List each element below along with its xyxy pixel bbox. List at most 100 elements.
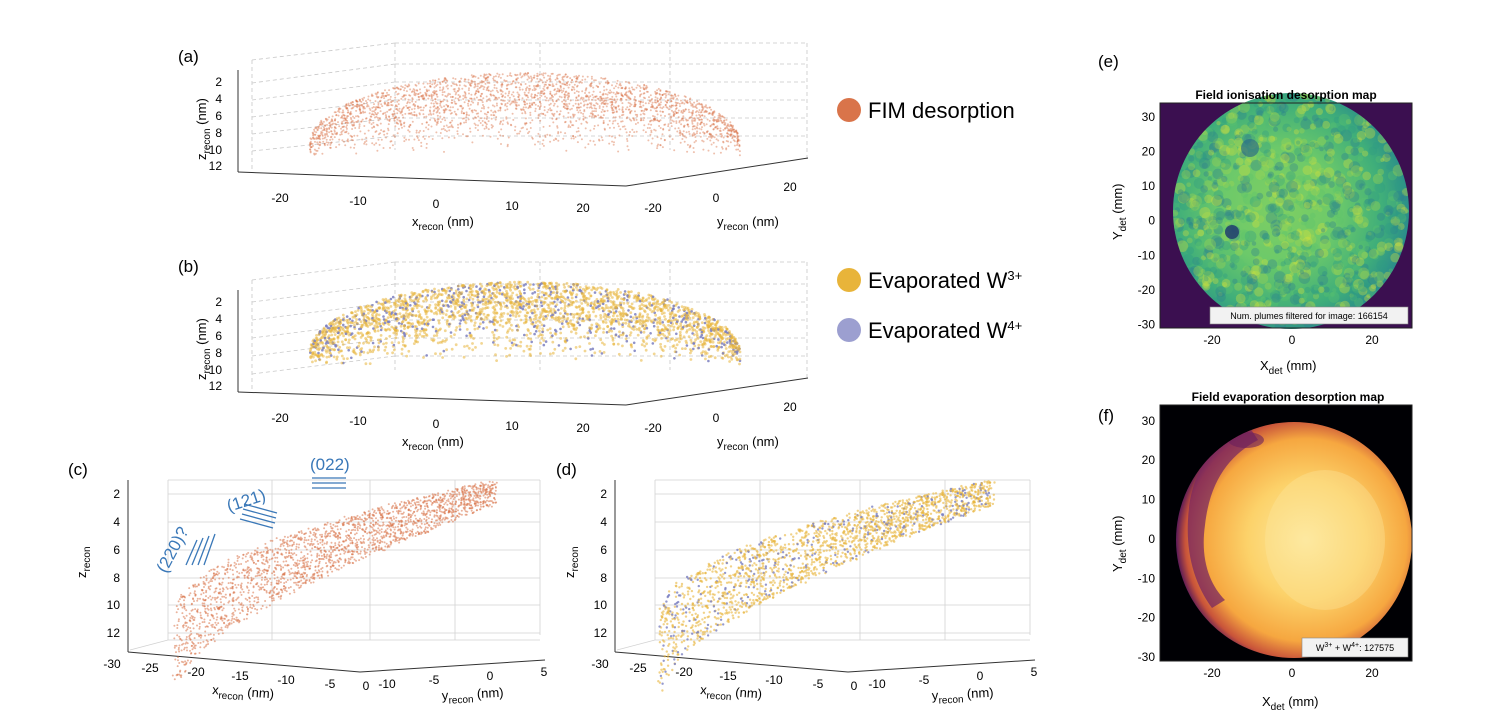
w3-point: [528, 305, 531, 309]
fim-point: [549, 80, 552, 83]
fim-point: [491, 125, 494, 128]
fim-point: [329, 146, 332, 149]
fim-point: [353, 105, 356, 108]
fim-point: [332, 122, 335, 125]
w3-point: [615, 314, 619, 318]
w3-point: [445, 299, 449, 302]
w3-point: [525, 344, 529, 348]
w3-point: [675, 338, 679, 341]
fim-point: [598, 82, 601, 85]
fim-point: [659, 90, 662, 92]
fim-point: [359, 110, 362, 112]
fim-point: [733, 130, 736, 133]
fim-point: [429, 82, 431, 85]
w4-point: [587, 337, 590, 340]
fim-point: [627, 90, 630, 93]
w3-point: [552, 287, 555, 291]
fim-point: [417, 105, 419, 108]
fim-point: [687, 119, 689, 122]
w3-point: [525, 333, 529, 337]
fim-point: [477, 124, 479, 127]
fim-point: [511, 100, 514, 103]
fim-point: [467, 78, 470, 81]
fim-point: [482, 88, 485, 91]
w3-point: [468, 334, 472, 337]
w3-point: [517, 314, 521, 318]
w4-point: [704, 317, 707, 320]
fim-point: [575, 96, 578, 99]
fim-point: [383, 133, 386, 136]
w3-point: [653, 297, 657, 301]
w3-point: [377, 313, 381, 317]
fim-point: [533, 96, 536, 99]
fim-point: [353, 146, 356, 149]
fim-point: [633, 103, 636, 106]
fim-point: [691, 103, 694, 106]
w3-point: [422, 334, 426, 338]
w3-point: [536, 295, 539, 299]
fim-point: [450, 101, 453, 104]
fim-point: [363, 141, 366, 144]
fim-point: [535, 75, 538, 77]
fim-point: [543, 76, 546, 79]
fim-point: [561, 100, 564, 103]
w3-point: [494, 353, 497, 357]
fim-point: [361, 97, 364, 100]
fim-point: [317, 126, 319, 129]
w4-point: [721, 352, 725, 355]
fim-point: [370, 123, 373, 126]
w4-point: [692, 347, 695, 351]
w3-point: [575, 326, 579, 330]
fim-point: [608, 92, 611, 95]
w4-point: [588, 318, 591, 321]
w3-point: [317, 333, 321, 337]
fim-point: [365, 117, 368, 120]
fim-point: [701, 104, 704, 107]
fim-point: [668, 105, 671, 108]
w3-point: [596, 286, 600, 290]
fim-point: [738, 144, 741, 147]
w3-point: [678, 308, 681, 312]
fim-point: [356, 103, 359, 106]
fim-point: [659, 98, 662, 101]
fim-point: [329, 124, 332, 127]
fim-point: [646, 90, 649, 93]
fim-point: [540, 73, 543, 76]
fim-point: [356, 100, 359, 103]
fim-point: [693, 125, 696, 128]
w3-point: [681, 314, 684, 318]
fim-point: [529, 121, 532, 124]
fim-point: [444, 107, 447, 110]
w4-point: [621, 323, 624, 327]
fim-point: [408, 106, 411, 109]
fim-point: [713, 111, 716, 114]
w3-point: [638, 326, 641, 330]
fim-point: [392, 100, 394, 102]
fim-point: [688, 146, 691, 149]
w3-point: [311, 360, 314, 364]
w3-point: [440, 307, 443, 310]
fim-point: [359, 100, 362, 103]
fim-point: [628, 89, 631, 92]
w4-point: [701, 336, 705, 340]
fim-point: [592, 113, 594, 116]
fim-point: [537, 92, 540, 95]
fim-point: [310, 138, 313, 141]
fim-point: [659, 144, 662, 146]
fim-point: [582, 115, 585, 118]
fim-point: [324, 133, 327, 135]
fim-point: [350, 121, 353, 124]
fim-point: [531, 103, 534, 106]
fim-point: [608, 142, 611, 145]
fim-point: [589, 129, 592, 132]
w3-point: [407, 349, 411, 353]
fim-point: [481, 120, 484, 122]
fim-point: [325, 127, 328, 130]
fim-point: [345, 104, 348, 107]
fim-point: [351, 120, 354, 122]
fim-point: [566, 75, 569, 78]
fim-point: [486, 76, 489, 79]
fim-point: [333, 130, 336, 133]
w3-point: [550, 316, 554, 319]
w3-point: [425, 315, 429, 319]
